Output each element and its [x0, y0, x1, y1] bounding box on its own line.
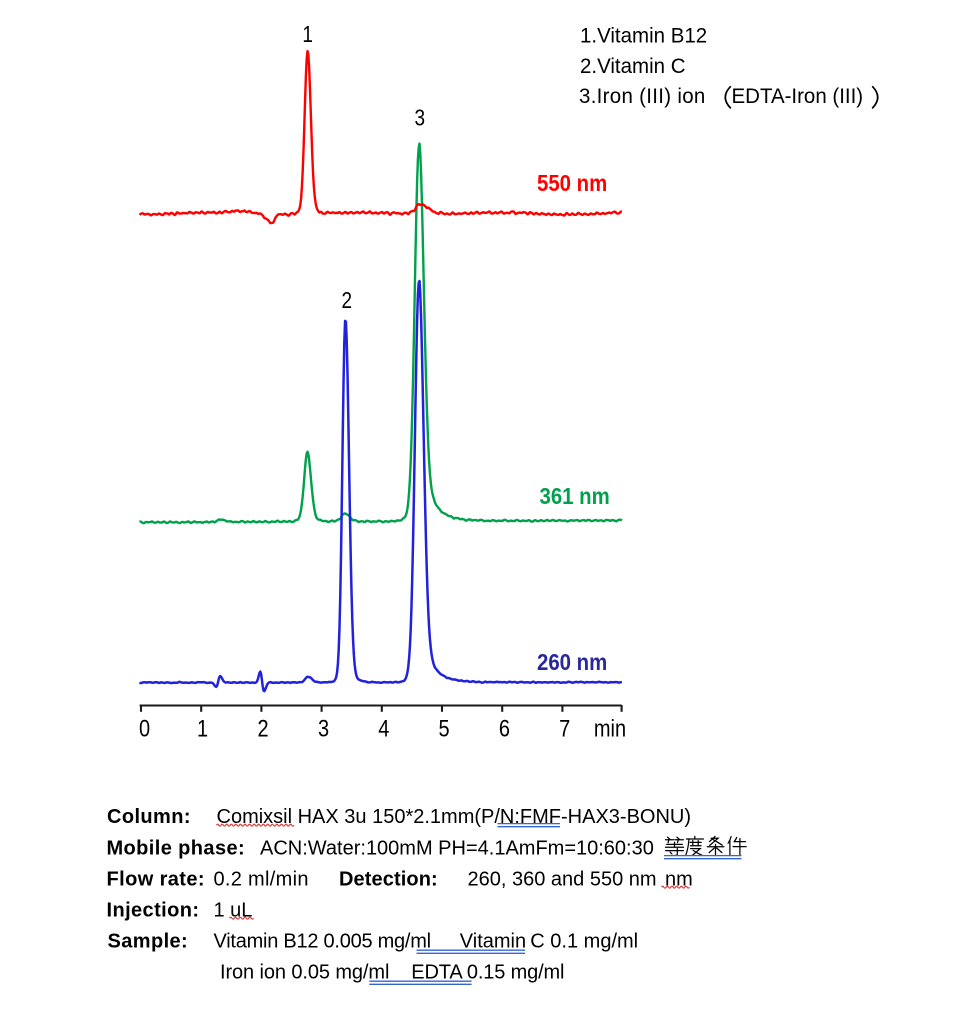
- svg-text:550 nm: 550 nm: [537, 170, 607, 196]
- svg-text:260 nm: 260 nm: [537, 649, 607, 675]
- svg-text:3.Iron (III) ion: 3.Iron (III) ion: [579, 85, 706, 109]
- svg-text:3: 3: [318, 715, 329, 742]
- svg-text:2: 2: [342, 288, 353, 313]
- svg-text:3: 3: [415, 106, 426, 131]
- svg-text:1: 1: [197, 715, 208, 742]
- svg-text:Mobile phase:: Mobile phase:: [107, 837, 246, 859]
- svg-text:min: min: [594, 715, 626, 742]
- svg-text:2.Vitamin C: 2.Vitamin C: [580, 54, 686, 78]
- svg-text:4: 4: [378, 715, 389, 742]
- svg-text:6: 6: [499, 715, 510, 742]
- svg-text:Comixsil HAX 3u 150*2.1mm(P/N:: Comixsil HAX 3u 150*2.1mm(P/N:FMF-HAX3-B…: [217, 806, 692, 828]
- svg-text:Iron ion 0.05 mg/ml: Iron ion 0.05 mg/ml: [220, 962, 389, 984]
- svg-text:nm: nm: [665, 868, 693, 890]
- svg-text:Sample:: Sample:: [108, 931, 189, 953]
- svg-text:1 uL: 1 uL: [214, 899, 253, 921]
- svg-text:5: 5: [439, 715, 450, 742]
- svg-text:EDTA 0.15 mg/ml: EDTA 0.15 mg/ml: [411, 962, 564, 984]
- svg-text:1.Vitamin B12: 1.Vitamin B12: [580, 24, 707, 48]
- svg-text:Injection:: Injection:: [107, 899, 200, 921]
- svg-text:260, 360 and 550 nm: 260, 360 and 550 nm: [468, 868, 657, 890]
- svg-text:0: 0: [139, 715, 150, 742]
- svg-text:Detection:: Detection:: [339, 868, 438, 890]
- svg-text:Vitamin: Vitamin: [460, 931, 526, 953]
- svg-text:0.2 ml/min: 0.2 ml/min: [214, 868, 309, 890]
- svg-text:Column:: Column:: [107, 806, 191, 828]
- svg-text:2: 2: [257, 715, 268, 742]
- svg-text:361 nm: 361 nm: [540, 483, 610, 509]
- svg-text:EDTA-Iron (III): EDTA-Iron (III): [732, 85, 864, 109]
- svg-text:7: 7: [559, 715, 570, 742]
- svg-text:ACN:Water:100mM PH=4.1AmFm=10:: ACN:Water:100mM PH=4.1AmFm=10:60:30: [260, 837, 654, 859]
- svg-text:Vitamin B12 0.005 mg/ml: Vitamin B12 0.005 mg/ml: [214, 931, 431, 953]
- svg-text:Flow rate:: Flow rate:: [107, 868, 205, 890]
- svg-text:1: 1: [302, 22, 313, 47]
- svg-text:C 0.1 mg/ml: C 0.1 mg/ml: [530, 931, 638, 953]
